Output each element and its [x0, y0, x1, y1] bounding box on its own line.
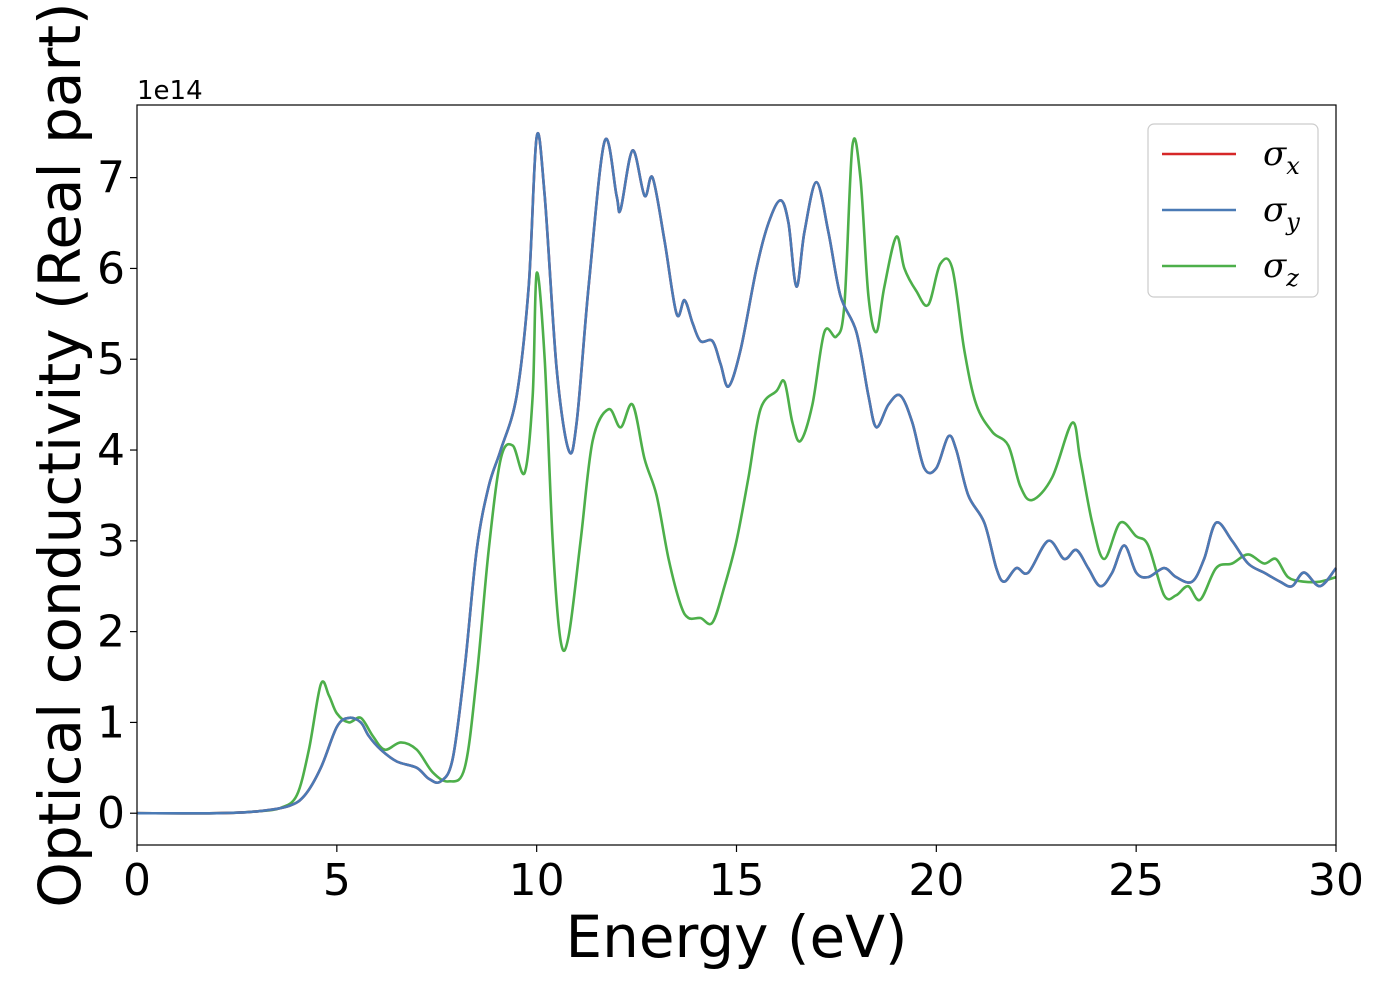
- series-layer: [136, 132, 1338, 815]
- y-tick-label: 4: [97, 425, 125, 476]
- y-tick-label: 3: [97, 516, 125, 567]
- x-tick-label: 10: [509, 855, 565, 906]
- y-tick-label: 0: [97, 788, 125, 839]
- x-tick-label: 5: [323, 855, 351, 906]
- y-tick-label: 1: [97, 697, 125, 748]
- y-tick-label: 7: [97, 153, 125, 204]
- y-axis-label: Optical conductivity (Real part): [26, 2, 94, 907]
- y-tick-label: 6: [97, 243, 125, 294]
- legend-label-z: σz: [1263, 246, 1299, 292]
- legend-label-y: σy: [1263, 190, 1300, 236]
- x-tick-label: 0: [123, 855, 151, 906]
- ticks-layer: 0 5 10 15 20 25 30 0 1 2 3 4 5 6 7: [97, 153, 1364, 906]
- x-tick-label: 20: [908, 855, 964, 906]
- y-tick-label: 5: [97, 334, 125, 385]
- x-tick-label: 15: [709, 855, 765, 906]
- y-tick-label: 2: [97, 607, 125, 658]
- x-tick-label: 25: [1108, 855, 1164, 906]
- y-offset-text: 1e14: [137, 76, 203, 106]
- series-line-y: [136, 132, 1338, 815]
- x-axis-label: Energy (eV): [565, 903, 907, 971]
- legend: σx σy σz: [1147, 123, 1319, 298]
- legend-label-x: σx: [1263, 134, 1300, 180]
- x-tick-label: 30: [1308, 855, 1364, 906]
